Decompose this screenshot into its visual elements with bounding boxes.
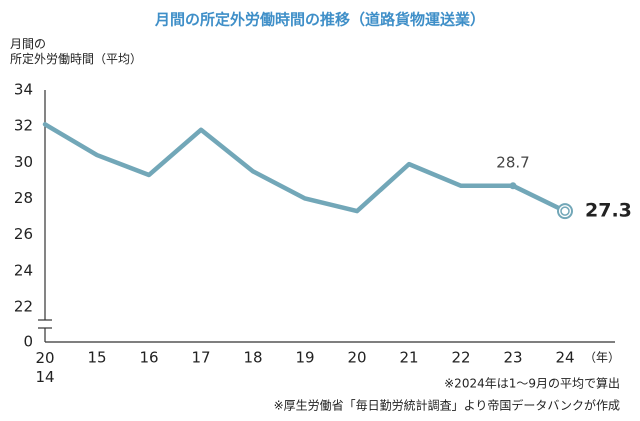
x-unit: （年） — [584, 351, 620, 365]
x-tick-label: 16 — [139, 349, 158, 367]
x-tick-label: 21 — [399, 349, 418, 367]
value-label: 28.7 — [496, 153, 529, 171]
chart-title: 月間の所定外労働時間の推移（道路貨物運送業） — [154, 11, 485, 29]
value-label: 27.3 — [585, 200, 632, 222]
point-inner — [560, 206, 570, 216]
y-axis-label: 月間の所定外労働時間（平均） — [10, 37, 142, 66]
x-tick-label: 23 — [503, 349, 522, 367]
x-tick-label: 18 — [243, 349, 262, 367]
line — [42, 122, 568, 214]
y-tick-label: 24 — [14, 261, 33, 279]
y-tick-label: 22 — [14, 297, 33, 315]
y-tick-label: 0 — [23, 333, 33, 351]
y-tick-label: 32 — [14, 117, 33, 135]
x-tick-label: 17 — [191, 349, 210, 367]
y-tick-label: 28 — [14, 189, 33, 207]
note: ※厚生労働省「毎日勤労統計調査」より帝国データバンクが作成 — [274, 398, 620, 413]
y-tick-label: 26 — [14, 225, 33, 243]
x-tick-label: 24 — [555, 349, 574, 367]
note: ※2024年は1～9月の平均で算出 — [444, 376, 620, 391]
axis-break-gap — [38, 320, 52, 328]
x-tick-label: 19 — [295, 349, 314, 367]
point — [509, 182, 517, 190]
x-tick-label: 20 14 — [35, 349, 54, 386]
x-tick-label: 15 — [87, 349, 106, 367]
x-tick-label: 22 — [451, 349, 470, 367]
y-tick-label: 34 — [14, 81, 33, 99]
x-tick-label: 20 — [347, 349, 366, 367]
y-tick-label: 30 — [14, 153, 33, 171]
